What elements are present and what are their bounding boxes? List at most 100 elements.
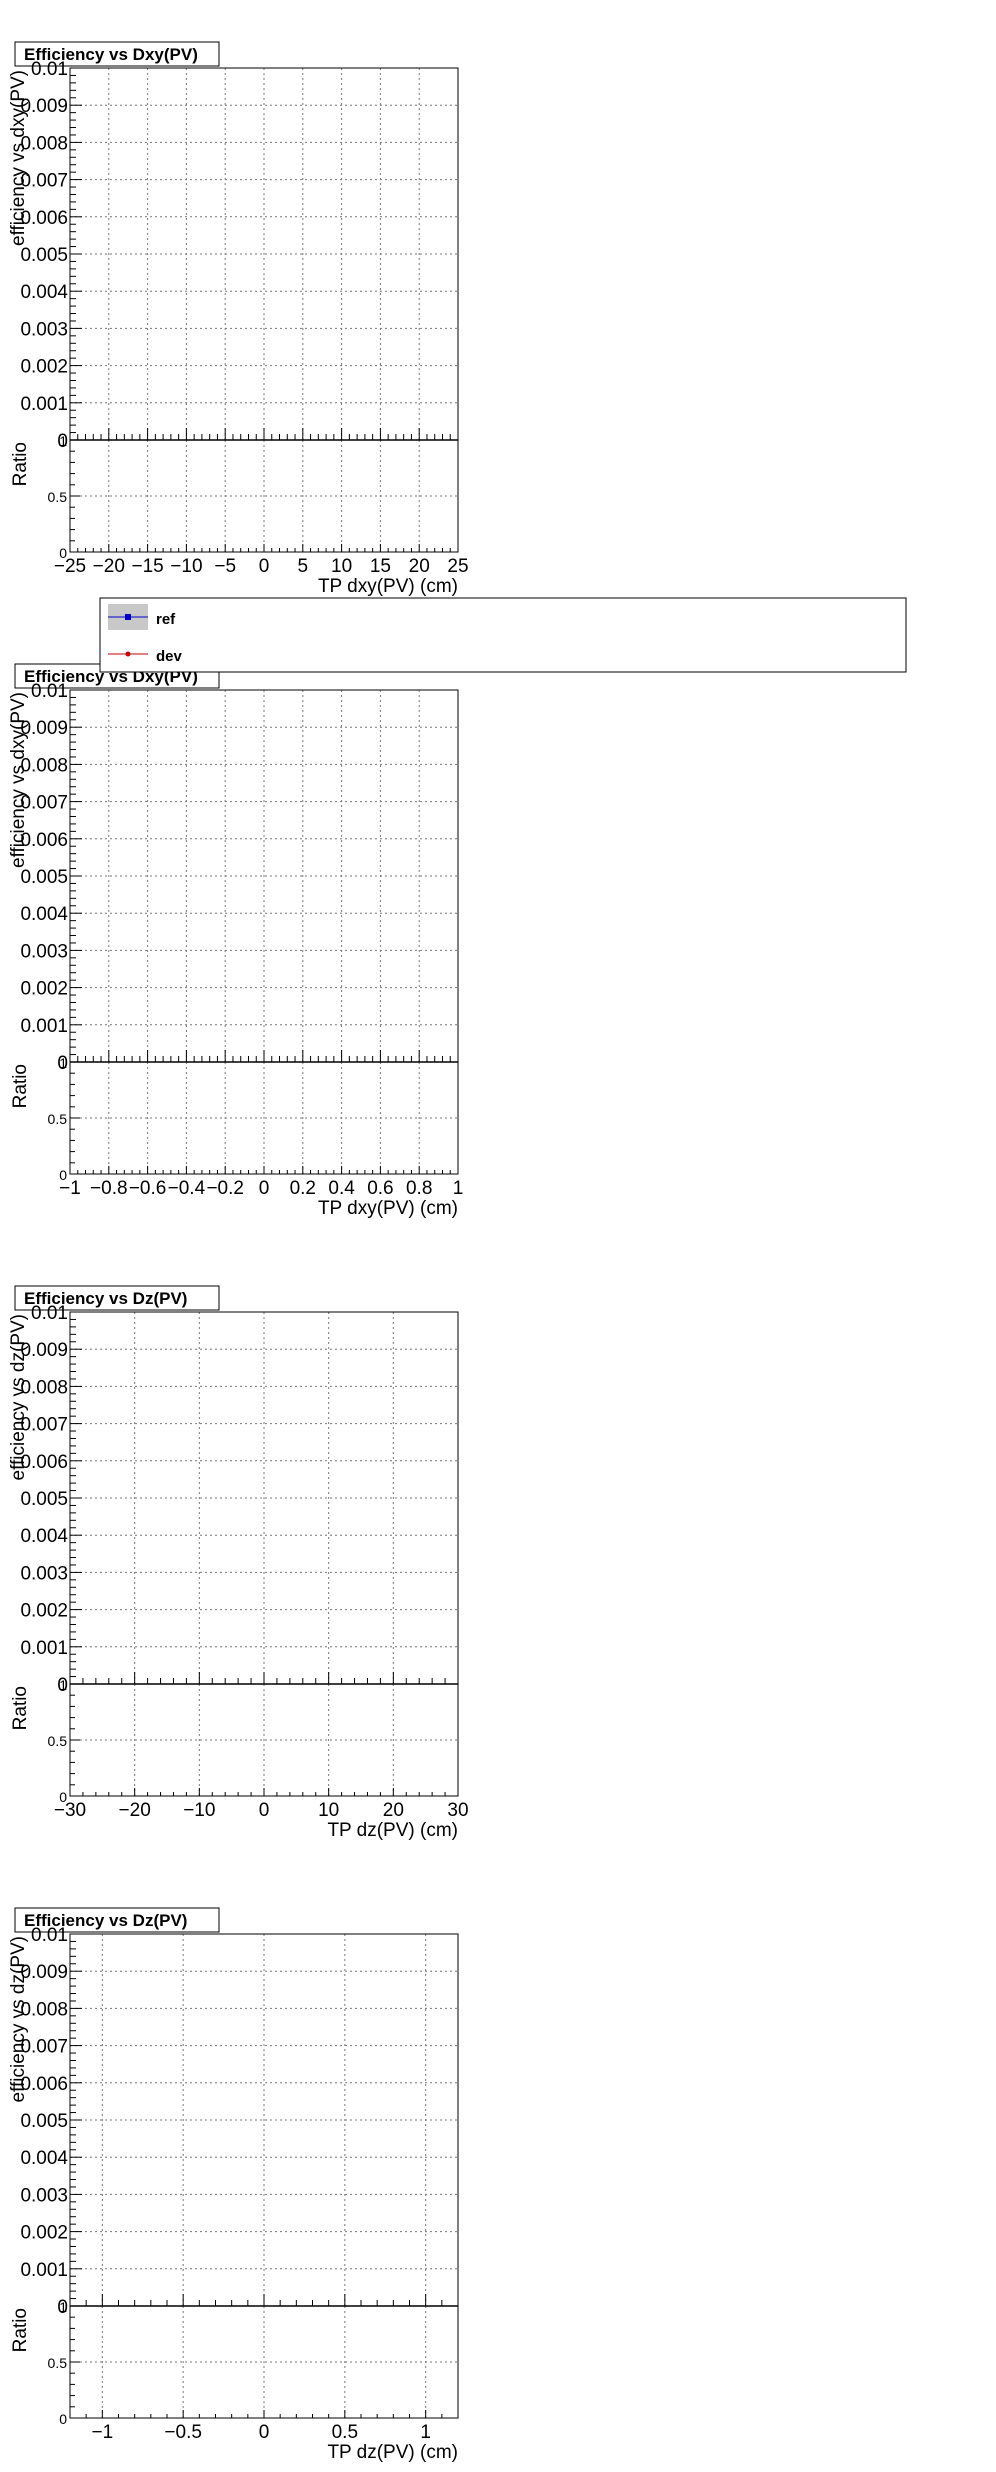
- y-ticks: [70, 689, 82, 1175]
- y-ticks: [70, 1311, 82, 1797]
- x-tick-label: 0: [259, 2422, 270, 2443]
- x-tick-label: −0.2: [206, 1178, 244, 1199]
- y-tick-label: 0.001: [20, 394, 68, 415]
- grid-lines: [70, 1312, 458, 1796]
- ratio-tick-label: 1: [59, 1677, 67, 1693]
- y-tick-label: 0.005: [20, 1489, 68, 1510]
- y-tick-label: 0: [57, 431, 68, 452]
- x-tick-label: −10: [170, 556, 202, 577]
- x-axis-title: TP dxy(PV) (cm): [318, 1198, 458, 1219]
- y-tick-label: 0: [57, 1675, 68, 1696]
- legend-entry-ref: ref: [108, 604, 176, 630]
- x-tick-label: −0.5: [164, 2422, 202, 2443]
- ratio-tick-label: 0: [59, 545, 67, 561]
- y-axis-title: efficiency vs dxy(PV): [8, 70, 29, 246]
- x-tick-label: 0.8: [406, 1178, 432, 1199]
- y-axis-title: efficiency vs dz(PV): [8, 1314, 29, 1480]
- ratio-axis-title: Ratio: [10, 1064, 31, 1108]
- y-tick-label: 0.006: [20, 1452, 68, 1473]
- x-tick-label: −30: [54, 1800, 86, 1821]
- x-tick-label: −20: [93, 556, 125, 577]
- ratio-tick-label: 0.5: [48, 1111, 68, 1127]
- legend-frame: [99, 597, 907, 673]
- x-tick-label: 0.6: [367, 1178, 393, 1199]
- x-tick-label: 0.2: [290, 1178, 316, 1199]
- y-ticks: [70, 67, 82, 553]
- ratio-tick-label: 1: [59, 2299, 67, 2315]
- y-tick-label: 0.001: [20, 1638, 68, 1659]
- grid-lines: [70, 690, 458, 1174]
- chart-panel-2: Efficiency vs Dxy(PV)00.0010.0020.0030.0…: [8, 663, 464, 1219]
- y-tick-label: 0.001: [20, 2260, 68, 2281]
- ratio-tick-label: 0.5: [48, 1733, 68, 1749]
- y-axis-title: efficiency vs dxy(PV): [8, 692, 29, 868]
- y-tick-label: 0.001: [20, 1016, 68, 1037]
- x-tick-label: −1: [91, 2422, 113, 2443]
- x-axis-title: TP dz(PV) (cm): [327, 1820, 458, 1841]
- y-tick-label: 0.009: [20, 1340, 68, 1361]
- y-tick-label: 0.004: [20, 282, 68, 303]
- x-tick-label: 20: [383, 1800, 404, 1821]
- y-tick-label: 0.008: [20, 133, 68, 154]
- ratio-tick-label: 0: [59, 2411, 67, 2427]
- legend-label-dev: dev: [156, 648, 183, 665]
- x-tick-label: −0.4: [168, 1178, 206, 1199]
- y-tick-label: 0.004: [20, 1526, 68, 1547]
- x-tick-label: 25: [447, 556, 468, 577]
- ratio-tick-label: 0: [59, 1789, 67, 1805]
- chart-title-box: Efficiency vs Dxy(PV): [14, 41, 220, 67]
- x-tick-label: −1: [59, 1178, 81, 1199]
- x-tick-label: 0.4: [328, 1178, 355, 1199]
- grid-lines: [70, 1934, 458, 2418]
- x-tick-label: 20: [409, 556, 430, 577]
- y-tick-label: 0.007: [20, 2037, 68, 2058]
- ratio-axis-title: Ratio: [10, 1686, 31, 1730]
- x-tick-label: 0: [259, 1800, 270, 1821]
- x-tick-label: 15: [370, 556, 391, 577]
- ratio-axis-title: Ratio: [10, 2308, 31, 2352]
- y-tick-label: 0.009: [20, 718, 68, 739]
- y-tick-label: 0.009: [20, 1962, 68, 1983]
- y-tick-label: 0: [57, 1053, 68, 1074]
- y-tick-label: 0.008: [20, 755, 68, 776]
- y-tick-label: 0.003: [20, 2185, 68, 2206]
- x-tick-label: −0.6: [129, 1178, 167, 1199]
- y-tick-label: 0.008: [20, 1377, 68, 1398]
- y-ticks: [70, 1933, 82, 2419]
- x-ticks: [69, 2294, 459, 2418]
- x-tick-label: 10: [318, 1800, 339, 1821]
- x-axis-title: TP dxy(PV) (cm): [318, 576, 458, 597]
- y-tick-label: 0.003: [20, 319, 68, 340]
- y-tick-label: 0.007: [20, 793, 68, 814]
- title-frame: [14, 41, 220, 67]
- x-ticks: [69, 1050, 459, 1174]
- x-tick-label: 0: [259, 556, 270, 577]
- y-tick-label: 0.003: [20, 941, 68, 962]
- y-tick-label: 0.006: [20, 2074, 68, 2095]
- y-tick-label: 0.005: [20, 867, 68, 888]
- y-tick-label: 0.005: [20, 2111, 68, 2132]
- y-tick-label: 0.006: [20, 830, 68, 851]
- x-tick-label: 30: [447, 1800, 468, 1821]
- y-tick-label: 0.002: [20, 1601, 68, 1622]
- x-tick-label: 0.5: [332, 2422, 358, 2443]
- x-ticks: [69, 1672, 459, 1796]
- legend-dev-marker: [125, 651, 131, 657]
- x-tick-label: 1: [453, 1178, 464, 1199]
- y-tick-label: 0.01: [31, 59, 68, 80]
- x-tick-label: 10: [331, 556, 352, 577]
- y-tick-label: 0.002: [20, 2223, 68, 2244]
- y-tick-label: 0.005: [20, 245, 68, 266]
- y-tick-label: 0: [57, 2297, 68, 2318]
- x-tick-label: −15: [131, 556, 163, 577]
- ratio-tick-label: 1: [59, 1055, 67, 1071]
- x-ticks: [69, 428, 459, 552]
- y-tick-label: 0.008: [20, 1999, 68, 2020]
- x-tick-label: 1: [420, 2422, 431, 2443]
- chart-title: Efficiency vs Dz(PV): [24, 1911, 187, 1930]
- x-tick-label: 5: [298, 556, 309, 577]
- y-tick-label: 0.007: [20, 171, 68, 192]
- chart-panel-4: Efficiency vs Dz(PV) 0 0.001 0.002 0.003 0.00…: [8, 1907, 459, 2463]
- y-tick-label: 0.01: [31, 1925, 68, 1946]
- chart-title-box: Efficiency vs Dz(PV): [14, 1285, 220, 1311]
